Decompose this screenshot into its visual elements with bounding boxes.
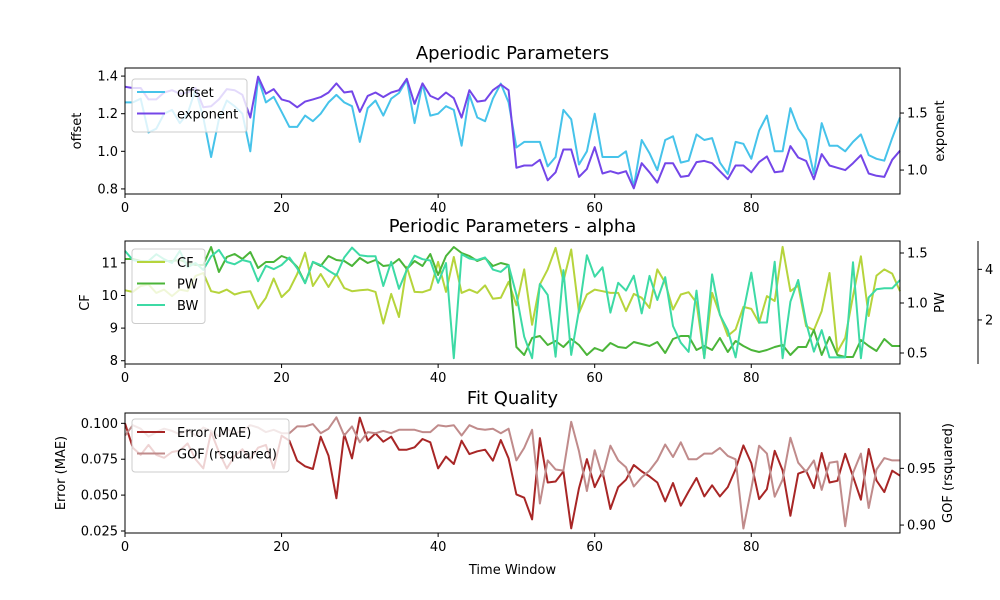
right-y-axis-label: exponent <box>933 100 948 161</box>
series-line-exponent <box>124 75 901 190</box>
left-y-tick-label: 0.050 <box>81 489 118 504</box>
legend-label: GOF (rsquared) <box>177 448 277 463</box>
series-line-bw <box>124 246 901 360</box>
legend-label: Error (MAE) <box>177 426 251 441</box>
left-y-axis-label: CF <box>78 294 93 311</box>
x-tick-label: 0 <box>121 201 129 216</box>
legend-box <box>131 418 290 473</box>
legend-label: CF <box>177 256 194 271</box>
right-y-axis-label: PW <box>933 292 948 313</box>
legend-label: PW <box>177 278 198 293</box>
x-tick-label: 60 <box>586 201 603 216</box>
x-tick-label: 40 <box>430 371 447 386</box>
left-y-tick-label: 0.075 <box>81 453 118 468</box>
left-y-tick-label: 0.8 <box>97 182 118 197</box>
subplot-3: Fit Quality 0 20 40 60 80 Time Window 0.025 0.05… <box>54 388 956 578</box>
subplot-2: Periodic Parameters - alpha 0 20 40 60 80 8 9 10… <box>78 216 993 386</box>
x-tick-label: 0 <box>121 371 129 386</box>
x-tick-label: 40 <box>430 540 447 555</box>
right-y-tick-label: 1.0 <box>907 297 928 312</box>
x-tick-label: 20 <box>273 201 290 216</box>
left-y-axis-label: Error (MAE) <box>54 436 69 510</box>
right2-y-tick-label: 4 <box>985 263 993 278</box>
left-y-tick-label: 1.4 <box>97 70 118 85</box>
x-tick-label: 40 <box>430 201 447 216</box>
x-tick-label: 20 <box>273 540 290 555</box>
x-tick-label: 60 <box>586 371 603 386</box>
right-y-tick-label: 1.0 <box>907 164 928 179</box>
left-y-axis-label: offset <box>70 113 85 150</box>
legend: offset exponent <box>131 78 248 133</box>
subplot-1: Aperiodic Parameters 0 20 40 60 80 0.8 1.0 1.2 1.… <box>70 43 948 216</box>
series-line-pw <box>125 246 900 358</box>
left-y-tick-label: 1.0 <box>97 145 118 160</box>
left-y-tick-label: 10 <box>101 289 118 304</box>
x-tick-label: 0 <box>121 540 129 555</box>
right2-y-tick-label: 2 <box>985 313 993 328</box>
x-axis-label: Time Window <box>468 563 557 578</box>
legend-label: exponent <box>177 108 238 123</box>
subplot-title: Aperiodic Parameters <box>416 43 609 64</box>
right-y-axis-label: GOF (rsquared) <box>941 423 956 523</box>
plot-frame <box>124 67 901 195</box>
x-tick-label: 20 <box>273 371 290 386</box>
right-y-tick-label: 0.5 <box>907 347 928 362</box>
left-y-tick-label: 0.025 <box>81 524 118 539</box>
legend: Error (MAE) GOF (rsquared) <box>131 418 290 473</box>
subplot-title: Fit Quality <box>467 388 558 409</box>
legend-label: BW <box>177 299 198 314</box>
x-tick-label: 80 <box>743 540 760 555</box>
plot-frame <box>124 412 901 534</box>
right-y-tick-label: 0.95 <box>907 462 936 477</box>
left-y-tick-label: 8 <box>110 354 118 369</box>
right-y-tick-label: 0.90 <box>907 519 936 534</box>
right-y-tick-label: 1.5 <box>907 107 928 122</box>
x-tick-label: 80 <box>743 371 760 386</box>
left-y-tick-label: 11 <box>101 256 118 271</box>
right-y-tick-label: 1.5 <box>907 247 928 262</box>
x-tick-label: 80 <box>743 201 760 216</box>
left-y-tick-label: 1.2 <box>97 107 118 122</box>
legend: CF PW BW <box>131 248 206 324</box>
x-tick-label: 60 <box>586 540 603 555</box>
legend-label: offset <box>177 86 214 101</box>
subplot-title: Periodic Parameters - alpha <box>389 216 637 237</box>
left-y-tick-label: 9 <box>110 322 118 337</box>
left-y-tick-label: 0.100 <box>81 417 118 432</box>
